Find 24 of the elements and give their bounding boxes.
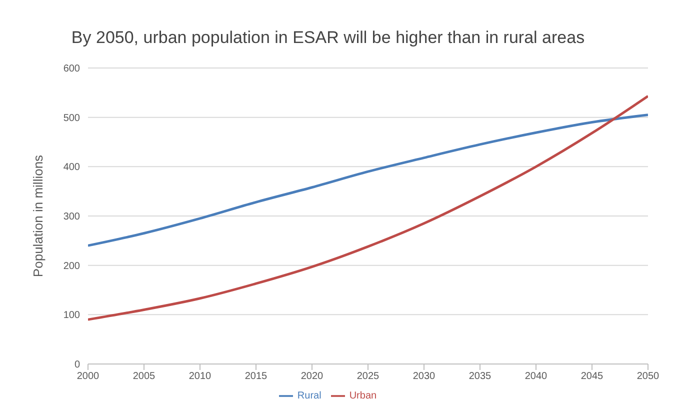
- y-tick-label: 200: [63, 260, 80, 272]
- x-tick-label: 2015: [244, 371, 268, 382]
- x-tick-label: 2005: [132, 371, 156, 382]
- x-tick-label: 2020: [300, 371, 324, 382]
- y-tick-label: 300: [63, 212, 80, 223]
- x-tick-label: 2035: [468, 371, 492, 382]
- legend-label: Urban: [349, 390, 377, 402]
- x-tick-label: 2030: [412, 371, 436, 382]
- legend-label: Rural: [297, 390, 322, 402]
- y-tick-label: 600: [63, 64, 80, 75]
- y-tick-label: 0: [74, 360, 80, 371]
- x-tick-label: 2040: [524, 371, 548, 382]
- y-tick-label: 500: [63, 112, 80, 124]
- line-series: [88, 114, 648, 247]
- line-series: [88, 94, 648, 321]
- x-tick-label: 2010: [188, 371, 212, 382]
- y-tick-label: 400: [63, 162, 80, 174]
- x-tick-label: 2050: [636, 371, 660, 382]
- y-axis-title: Population in millions: [30, 154, 46, 278]
- x-tick-label: 2000: [76, 371, 100, 382]
- chart-title: By 2050, urban population in ESAR will be higher than in rural areas: [70, 28, 586, 48]
- x-tick-label: 2045: [580, 371, 604, 382]
- x-tick-label: 2025: [356, 371, 380, 382]
- y-tick-label: 100: [63, 310, 80, 322]
